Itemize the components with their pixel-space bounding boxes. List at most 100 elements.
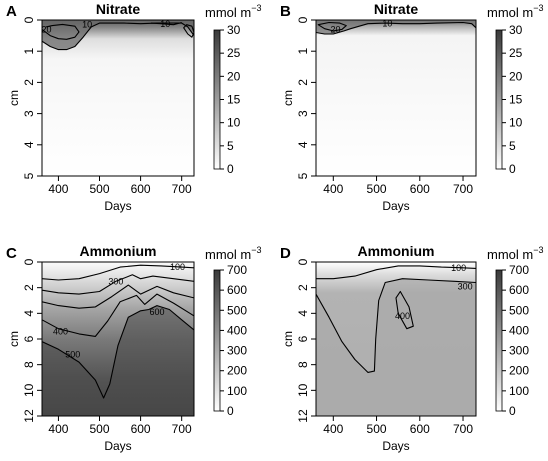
- x-axis-title: Days: [104, 439, 131, 453]
- plot-frame: [315, 19, 477, 177]
- contour-line-600: [42, 305, 194, 399]
- y-tick-label: 1: [22, 48, 36, 55]
- y-tick-label: 10: [22, 383, 36, 397]
- panel-title: Nitrate: [374, 1, 419, 17]
- y-tick-label: 2: [22, 79, 36, 86]
- contour-line-100: [316, 265, 476, 280]
- y-tick-label: 5: [22, 172, 36, 179]
- colorbar-tick-label: 15: [227, 93, 241, 107]
- y-tick-label: 6: [22, 335, 36, 342]
- contour-label: 500: [65, 349, 80, 359]
- x-tick-label: 700: [172, 182, 192, 196]
- y-tick-label: 0: [22, 16, 36, 23]
- contour-label: 400: [53, 326, 68, 336]
- colorbar: [495, 269, 503, 412]
- plot-frame: [41, 19, 195, 177]
- y-tick-label: 3: [296, 110, 310, 117]
- contour-label: 600: [150, 307, 165, 317]
- y-tick-label: 0: [296, 258, 310, 265]
- x-tick-label: 700: [172, 422, 192, 436]
- x-tick-label: 600: [410, 182, 430, 196]
- colorbar-tick-label: 700: [227, 263, 247, 277]
- colorbar-tick-label: 600: [227, 283, 247, 297]
- y-tick-label: 0: [296, 16, 310, 23]
- x-tick-label: 500: [89, 182, 109, 196]
- colorbar-tick-label: 10: [509, 116, 523, 130]
- panel-title: Ammonium: [80, 243, 157, 259]
- y-tick-label: 2: [296, 284, 310, 291]
- colorbar-tick-label: 500: [509, 303, 529, 317]
- panel-letter: A: [6, 3, 17, 20]
- y-tick-label: 4: [296, 310, 310, 317]
- colorbar-tick-label: 20: [509, 69, 523, 83]
- heatmap-field: [316, 20, 476, 176]
- contour-label: 400: [395, 311, 410, 321]
- y-tick-label: 1: [296, 48, 310, 55]
- contour-label: 300: [458, 281, 473, 291]
- panel-b: 10 20 400 500 600 700 0 1 2 3 4 5 Days cm B Nitrate 0 5 10…: [280, 1, 543, 213]
- contour-line-500: [42, 293, 194, 337]
- y-tick-label: 2: [22, 284, 36, 291]
- colorbar-unit: mmol m−3: [487, 3, 543, 20]
- colorbar-tick-label: 300: [509, 344, 529, 358]
- panel-a: 10 10 20 400 500 600 700 0 1 2 3 4 5 Days cm A Nitrate 0 5…: [6, 1, 261, 213]
- contour-line-400: [395, 290, 414, 330]
- contour-label: 100: [170, 262, 185, 272]
- y-tick-label: 6: [296, 335, 310, 342]
- x-axis-title: Days: [382, 199, 409, 213]
- colorbar-tick-label: 600: [509, 283, 529, 297]
- contour-line-300: [316, 278, 476, 373]
- colorbar-tick-label: 30: [509, 23, 523, 37]
- contour-line-20: [42, 23, 80, 40]
- high-value-region: [42, 305, 194, 416]
- contour-label: 20: [42, 24, 52, 34]
- x-tick-label: 500: [367, 182, 387, 196]
- colorbar-unit: mmol m−3: [205, 3, 261, 20]
- heatmap-field: [42, 262, 194, 416]
- x-tick-label: 400: [48, 422, 68, 436]
- colorbar: [213, 29, 221, 170]
- colorbar-tick-label: 100: [509, 384, 529, 398]
- contour-label: 20: [330, 24, 340, 34]
- colorbar-tick-label: 0: [227, 404, 234, 418]
- contour-line-400: [42, 284, 194, 309]
- panel-d: 100 300 400 400 500 600 700 0 2 4 6 8 10 12 Days cm D Amm…: [280, 243, 543, 453]
- colorbar-tick-label: 400: [509, 323, 529, 337]
- contour-label: 100: [451, 263, 466, 273]
- colorbar-tick-label: 25: [509, 46, 523, 60]
- y-tick-label: 12: [296, 409, 310, 423]
- contour-line-300: [42, 274, 194, 295]
- y-axis-title: cm: [281, 331, 295, 347]
- x-tick-label: 700: [453, 182, 473, 196]
- y-tick-label: 8: [296, 361, 310, 368]
- colorbar-tick-label: 0: [509, 162, 516, 176]
- contour-line-20: [183, 24, 194, 38]
- x-tick-label: 600: [410, 422, 430, 436]
- colorbar-tick-label: 15: [509, 93, 523, 107]
- colorbar-tick-label: 5: [509, 139, 516, 153]
- contour-line-20: [317, 21, 347, 32]
- x-tick-label: 400: [48, 182, 68, 196]
- y-tick-label: 2: [296, 79, 310, 86]
- x-tick-label: 400: [323, 422, 343, 436]
- colorbar: [213, 269, 221, 412]
- y-axis-title: cm: [7, 90, 21, 106]
- high-value-region: [316, 20, 476, 34]
- y-tick-label: 4: [296, 141, 310, 148]
- panel-c: 100 300 400 500 600 400 500 600 700 0 2 4 6 8 10 12 Days…: [6, 243, 261, 453]
- colorbar-tick-label: 200: [509, 364, 529, 378]
- contour-label: 10: [382, 19, 392, 29]
- heatmap-field: [42, 20, 194, 176]
- colorbar-tick-label: 700: [509, 263, 529, 277]
- x-tick-label: 600: [131, 182, 151, 196]
- y-tick-label: 5: [296, 172, 310, 179]
- x-tick-label: 500: [89, 422, 109, 436]
- colorbar-unit: mmol m−3: [487, 245, 543, 262]
- y-tick-label: 10: [296, 383, 310, 397]
- panel-letter: B: [280, 3, 291, 20]
- panel-letter: C: [6, 245, 17, 262]
- contour-label: 10: [82, 20, 92, 30]
- contour-line-100: [42, 264, 194, 281]
- colorbar: [495, 29, 503, 170]
- y-tick-label: 0: [22, 258, 36, 265]
